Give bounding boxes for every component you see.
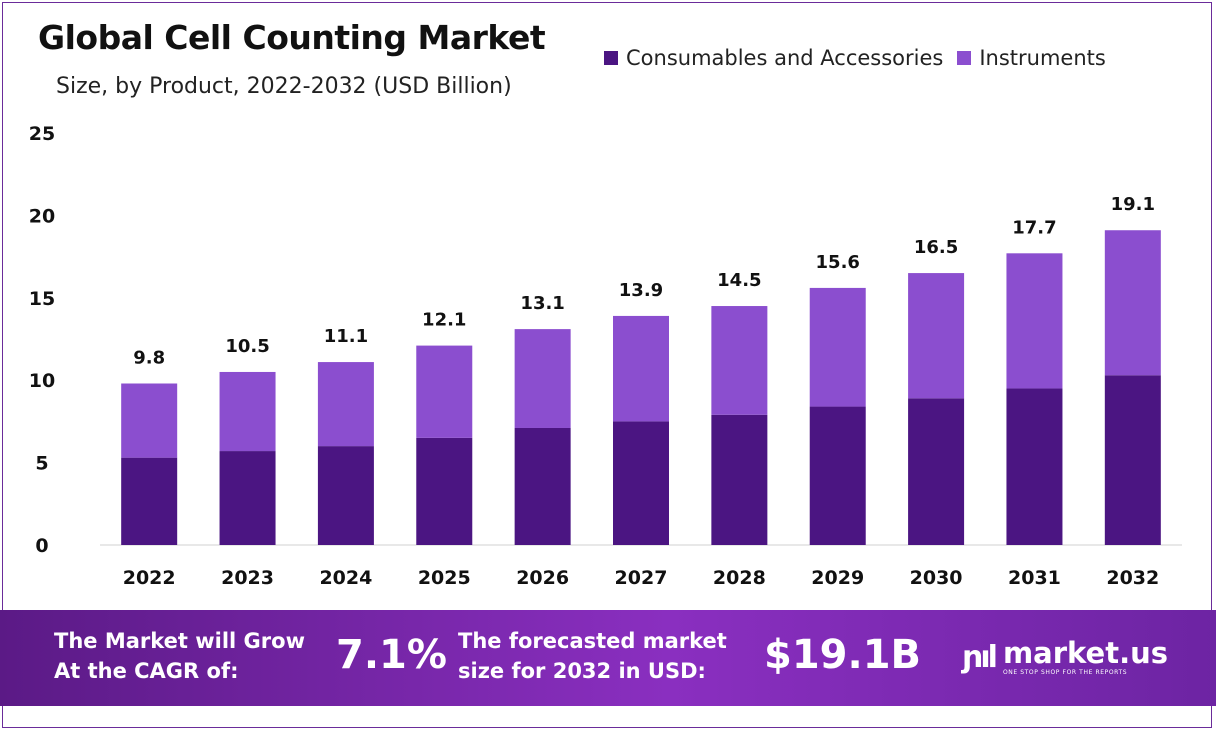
chart-title: Global Cell Counting Market <box>38 18 546 57</box>
bar-total-label: 13.1 <box>520 293 564 314</box>
bar-total-label: 13.9 <box>619 280 663 301</box>
x-tick-label: 2031 <box>1008 567 1061 589</box>
bar-segment-instruments <box>121 383 178 458</box>
bar-segment-instruments <box>416 345 473 438</box>
cagr-label-line1: The Market will Grow <box>54 629 305 653</box>
y-tick-label: 20 <box>29 205 55 227</box>
bar-chart: 05101520259.8202210.5202311.1202412.1202… <box>29 123 1182 589</box>
bar-segment-instruments <box>514 329 571 428</box>
bar-segment-consumables <box>1006 388 1063 545</box>
x-tick-label: 2026 <box>516 567 569 589</box>
cagr-label: The Market will Grow At the CAGR of: <box>54 626 305 686</box>
brand-logo-icon: ɲıl <box>962 639 998 675</box>
legend-swatch-instruments <box>957 51 972 65</box>
legend-label-consumables: Consumables and Accessories <box>626 46 944 70</box>
bar-total-label: 10.5 <box>225 336 269 357</box>
bar-segment-consumables <box>121 457 178 545</box>
y-tick-label: 25 <box>29 123 55 145</box>
bar-segment-consumables <box>219 451 276 545</box>
forecast-value: $19.1B <box>764 632 922 678</box>
x-tick-label: 2030 <box>910 567 963 589</box>
bar-segment-consumables <box>613 421 669 545</box>
bar-segment-consumables <box>514 427 571 545</box>
bar-segment-consumables <box>317 446 374 545</box>
y-tick-label: 15 <box>29 288 55 310</box>
x-tick-label: 2028 <box>713 567 766 589</box>
cagr-value: 7.1% <box>336 632 447 678</box>
y-tick-label: 10 <box>29 370 55 392</box>
forecast-label-line2: size for 2032 in USD: <box>458 659 706 683</box>
bar-segment-instruments <box>908 273 965 399</box>
x-tick-label: 2029 <box>811 567 864 589</box>
y-tick-label: 0 <box>35 535 48 557</box>
x-tick-label: 2025 <box>418 567 471 589</box>
chart-legend: Consumables and Accessories Instruments <box>604 46 1120 70</box>
bar-total-label: 15.6 <box>816 252 860 273</box>
bar-segment-instruments <box>317 362 374 447</box>
forecast-label: The forecasted market size for 2032 in U… <box>458 626 727 686</box>
bar-segment-instruments <box>1006 253 1063 389</box>
bar-segment-instruments <box>809 287 866 407</box>
legend-item-instruments: Instruments <box>957 46 1106 70</box>
bar-segment-instruments <box>711 306 768 415</box>
y-tick-label: 5 <box>35 453 48 475</box>
bar-segment-consumables <box>416 437 473 545</box>
bar-total-label: 9.8 <box>133 347 165 368</box>
x-tick-label: 2022 <box>123 567 176 589</box>
brand-tagline: ONE STOP SHOP FOR THE REPORTS <box>1002 669 1128 676</box>
bar-segment-instruments <box>1104 230 1161 376</box>
bar-total-label: 11.1 <box>324 326 368 347</box>
x-tick-label: 2032 <box>1106 567 1159 589</box>
bar-segment-consumables <box>711 414 768 545</box>
bar-segment-instruments <box>613 315 669 422</box>
bar-total-label: 16.5 <box>914 237 958 258</box>
footer-banner: The Market will Grow At the CAGR of: 7.1… <box>0 610 1216 706</box>
forecast-label-line1: The forecasted market <box>458 629 727 653</box>
chart-subtitle: Size, by Product, 2022-2032 (USD Billion… <box>56 74 512 99</box>
bar-total-label: 12.1 <box>422 310 466 331</box>
legend-item-consumables: Consumables and Accessories <box>604 46 943 70</box>
x-tick-label: 2023 <box>221 567 274 589</box>
bar-segment-consumables <box>809 406 866 545</box>
brand-name: market.us <box>1002 636 1168 670</box>
bar-segment-consumables <box>908 398 965 545</box>
bar-total-label: 17.7 <box>1012 217 1056 238</box>
legend-swatch-consumables <box>604 51 618 65</box>
bar-total-label: 19.1 <box>1111 194 1155 215</box>
brand-logo: ɲıl market.us ONE STOP SHOP FOR THE REPO… <box>962 638 1168 676</box>
bar-segment-instruments <box>219 371 276 452</box>
legend-label-instruments: Instruments <box>979 46 1106 70</box>
x-tick-label: 2027 <box>615 567 668 589</box>
bar-segment-consumables <box>1104 375 1161 545</box>
bar-total-label: 14.5 <box>717 270 761 291</box>
x-tick-label: 2024 <box>319 567 372 589</box>
cagr-label-line2: At the CAGR of: <box>54 659 239 683</box>
